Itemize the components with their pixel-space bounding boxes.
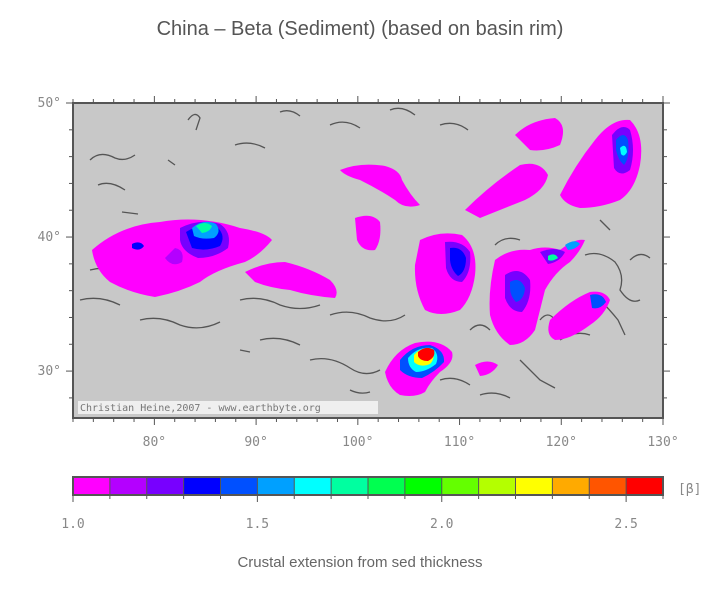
y-tick-labels: 50° 40° 30° [38,96,61,379]
basin-sichuan-north [414,233,476,314]
map-subtitle: Crustal extension from sed thickness [237,554,483,571]
x-tick-label: 110° [444,435,475,450]
basin-mongolia [465,118,564,218]
colorbar-swatch [220,477,258,495]
x-tick-label: 100° [342,435,373,450]
colorbar-unit: [β] [678,482,701,497]
y-tick-label: 40° [38,230,61,245]
colorbar-swatch [626,477,664,495]
map-title: China – Beta (Sediment) (based on basin … [156,18,564,40]
x-tick-label: 80° [143,435,166,450]
colorbar-swatch [331,477,369,495]
coastlines [79,107,651,399]
colorbar-tick-label: 1.5 [246,517,269,532]
credit-box [78,401,378,414]
x-tick-label: 90° [244,435,267,450]
colorbar-swatch [109,477,148,495]
basin-ordos [355,215,381,251]
basin-subei [548,291,610,340]
x-tick-label: 120° [546,435,577,450]
colorbar [72,476,664,502]
colorbar-swatch [73,477,111,495]
basin-bohai [489,239,585,345]
basin-qaidam [245,262,337,298]
basin-small [475,361,498,376]
colorbar-swatch [589,477,627,495]
basin-junggar-east [340,164,420,207]
colorbar-swatch [183,477,221,495]
colorbar-swatch [552,477,590,495]
y-tick-label: 30° [38,364,61,379]
colorbar-swatch [478,477,516,495]
x-tick-labels: 80° 90° 100° 110° 120° 130° [143,435,679,450]
credit-text: Christian Heine,2007 - www.earthbyte.org [80,403,321,414]
basin-tarim [92,219,272,297]
colorbar-tick-label: 2.5 [614,517,637,532]
colorbar-tick-label: 2.0 [430,517,453,532]
colorbar-tick-labels: 1.0 1.5 2.0 2.5 [61,517,638,532]
colorbar-tick-label: 1.0 [61,517,84,532]
colorbar-swatch [368,477,406,495]
basin-songliao [560,119,642,208]
x-tick-label: 130° [647,435,678,450]
basin-sichuan [385,341,453,396]
colorbar-swatch [515,477,553,495]
colorbar-swatch [441,477,480,495]
colorbar-swatch [404,477,443,495]
colorbar-swatch [294,477,332,495]
y-tick-label: 50° [38,96,61,111]
colorbar-swatch [257,477,295,495]
colorbar-swatch [146,477,185,495]
axis-ticks [66,96,670,425]
